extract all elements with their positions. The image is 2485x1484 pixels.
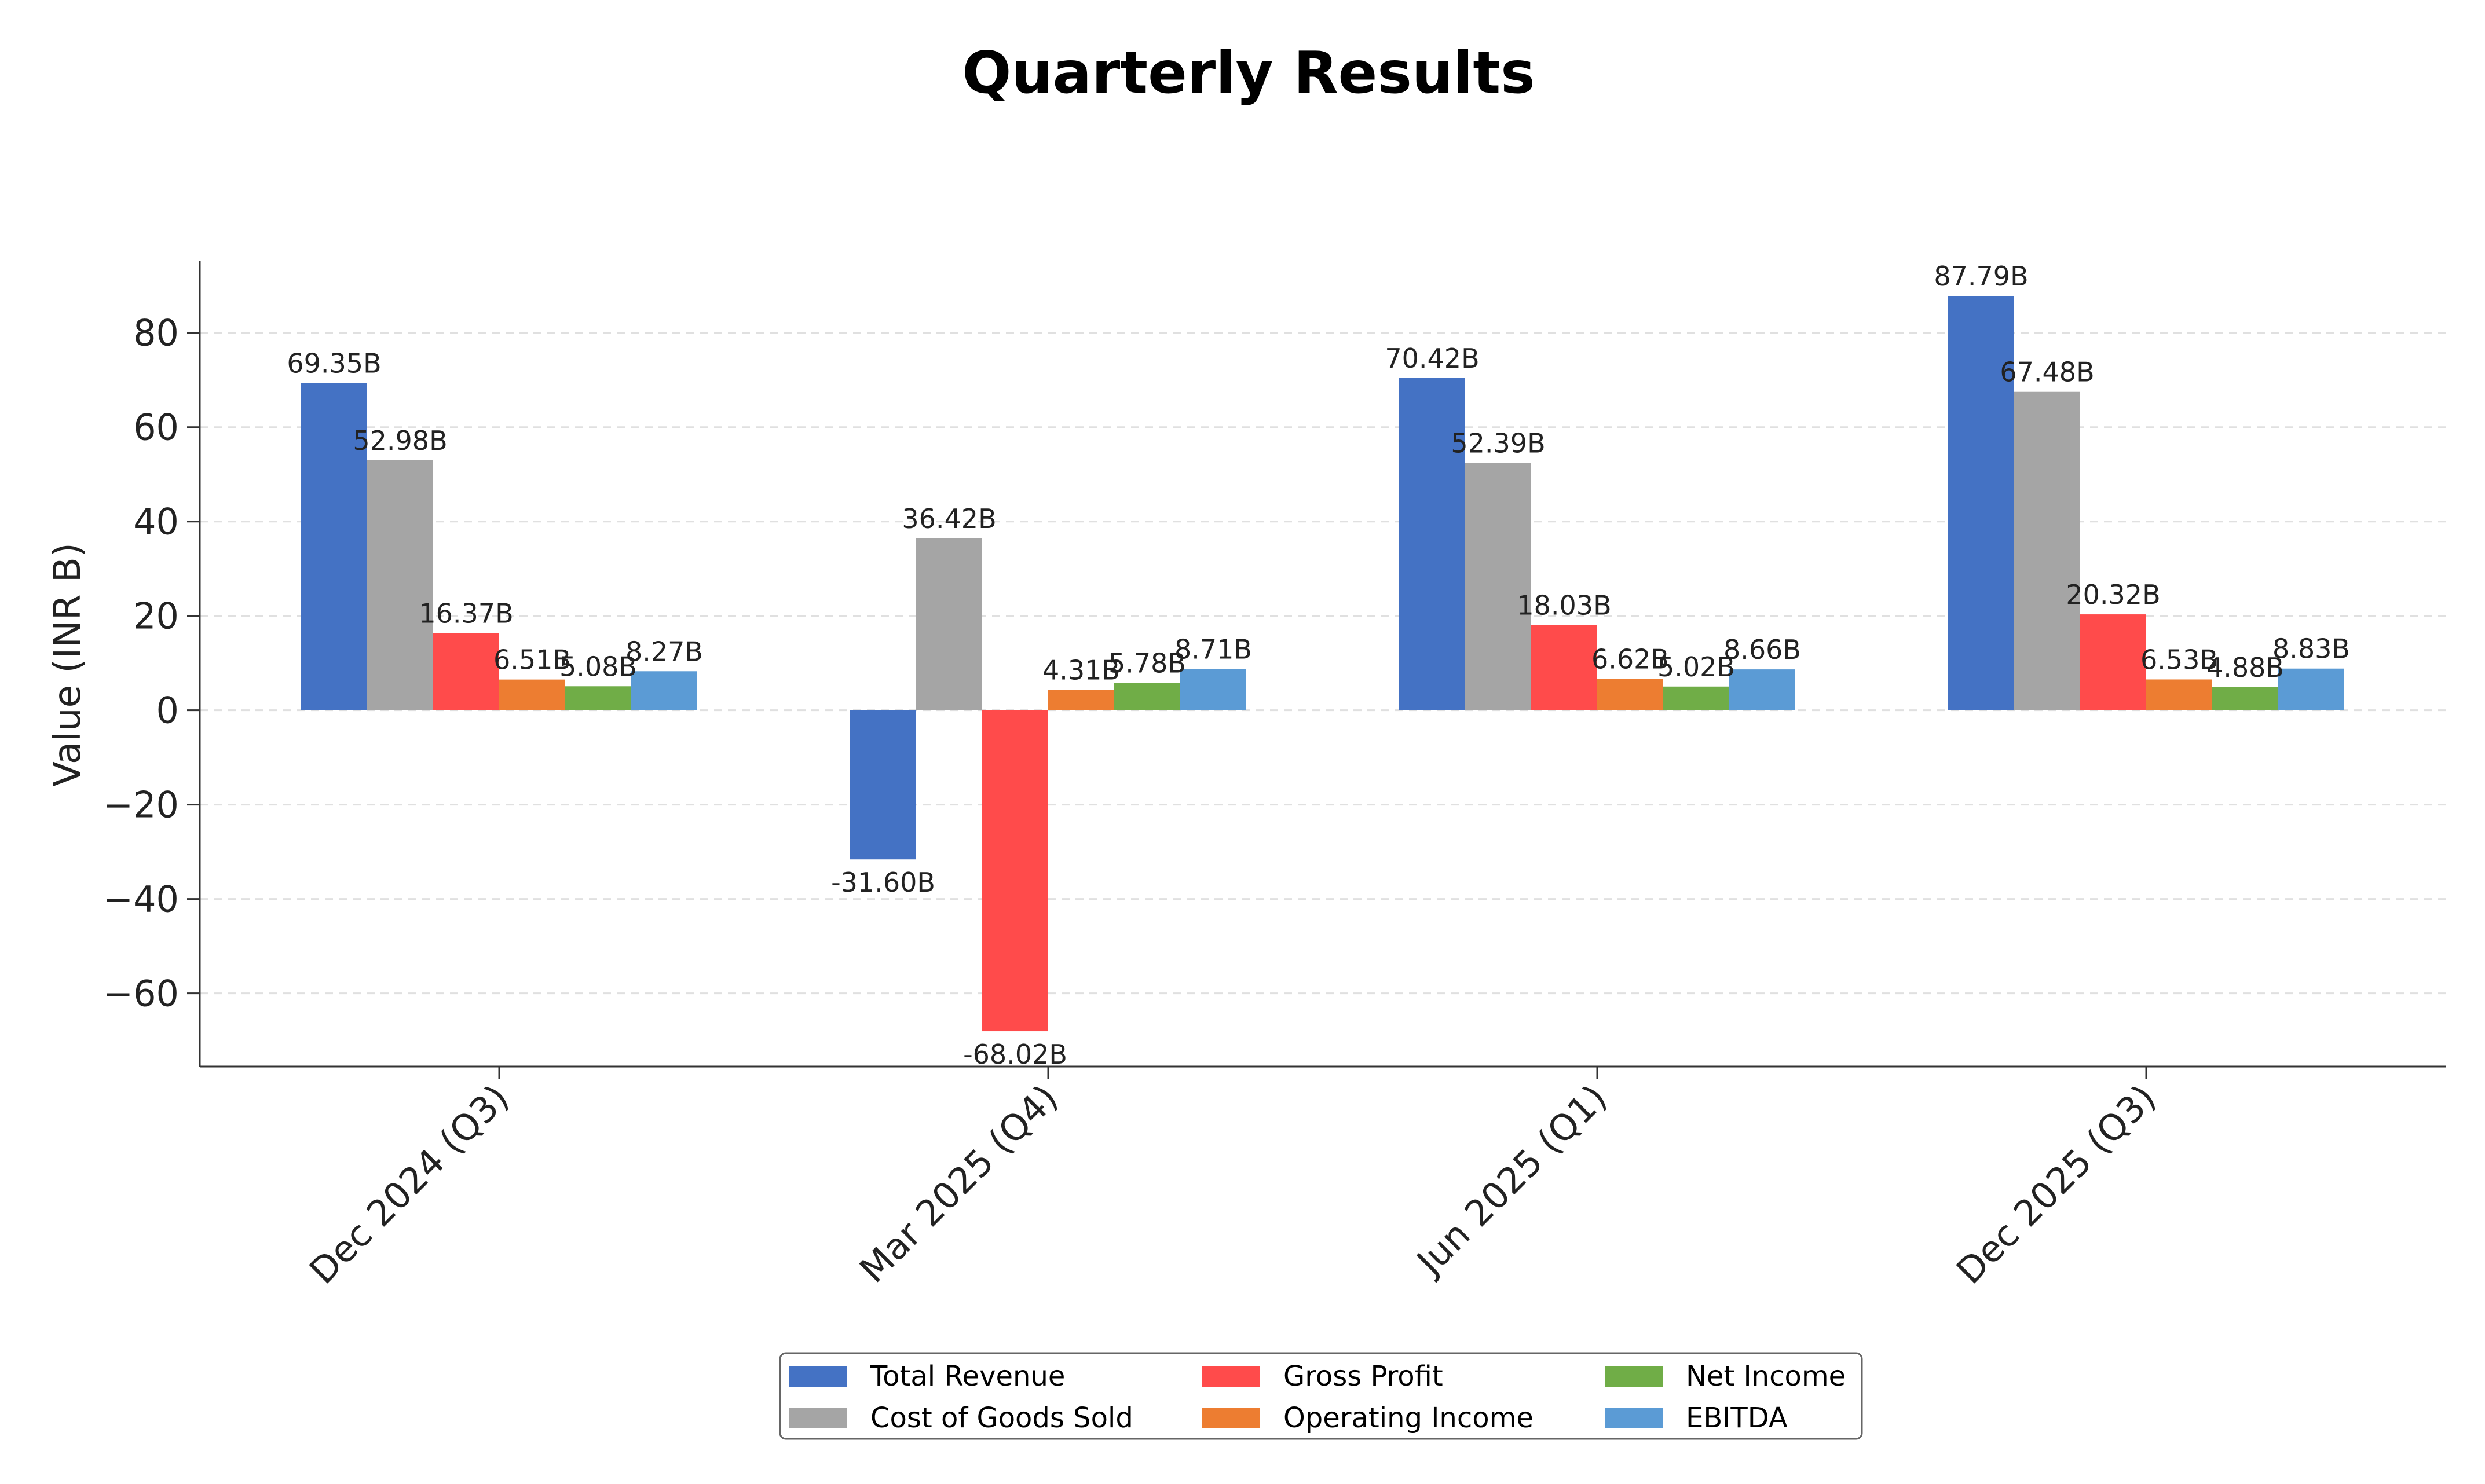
legend-label: EBITDA [1686,1402,1788,1434]
y-tick-label: 60 [133,406,179,449]
bar-value-label: 6.53B [2140,644,2218,675]
bar-value-label: 18.03B [1517,590,1611,621]
bar [2014,391,2080,710]
legend-swatch [1202,1366,1260,1387]
bar [1465,463,1531,710]
x-tick-label: Dec 2024 (Q3) [301,1076,517,1292]
axes: −60 −40 −20 0 20 40 60 80 Dec 2024 (Q3) Mar 2025 … [103,261,2446,1292]
bar [850,710,916,860]
legend-label: Operating Income [1283,1402,1534,1434]
bar [1114,683,1180,710]
y-tick-label: 40 [133,501,179,543]
bar-value-label: 8.83B [2272,633,2350,665]
legend-label: Gross Profit [1283,1360,1443,1393]
bar-value-label: 69.35B [287,347,381,379]
y-tick-label: −20 [103,784,179,826]
bar [1597,679,1663,710]
legend-label: Total Revenue [870,1360,1065,1393]
x-tick-label: Jun 2025 (Q1) [1407,1076,1615,1284]
bar [565,686,631,710]
legend-label: Cost of Goods Sold [870,1402,1133,1434]
bar [1180,669,1246,710]
legend-box [779,1352,1863,1440]
bar-value-label: 5.08B [559,651,637,682]
bar-value-label: 67.48B [2000,357,2094,388]
bar [1663,686,1729,710]
bar [631,671,697,710]
legend-label: Net Income [1686,1360,1846,1393]
y-tick-label: −60 [103,973,179,1015]
bar-value-label: 70.42B [1385,343,1479,374]
bar [2146,679,2212,710]
legend-swatch [1605,1366,1663,1387]
legend: Total Revenue Cost of Goods Sold Gross Pro… [779,1352,1863,1440]
bar-value-label: -68.02B [963,1039,1067,1070]
bar [499,679,565,710]
chart-title: Quarterly Results [962,39,1535,107]
bar [916,538,982,710]
y-tick-label: 0 [156,690,179,732]
legend-swatch [789,1408,847,1428]
bar-value-label: 4.88B [2206,652,2284,683]
bar-value-label: 52.98B [353,425,447,456]
y-axis-label: Value (INR B) [46,543,89,787]
bar-value-label: 4.31B [1042,655,1120,686]
bar-value-label: -31.60B [831,867,935,898]
bar-value-label: 16.37B [419,598,513,629]
bar-value-label: 5.02B [1657,651,1735,683]
bar-value-label: 5.78B [1108,648,1186,679]
bar [1729,669,1795,710]
bar [982,710,1048,1032]
bar [2080,614,2146,710]
bar-value-label: 8.66B [1723,634,1801,665]
bar [367,460,433,710]
x-tick-label: Mar 2025 (Q4) [851,1076,1066,1291]
bar-value-label: 52.39B [1451,428,1545,459]
bar-value-label: 8.71B [1174,634,1252,665]
bar-value-label: 8.27B [625,636,703,667]
bar-value-label: 20.32B [2066,579,2160,610]
x-tick-label: Dec 2025 (Q3) [1948,1076,2164,1292]
y-tick-label: 80 [133,312,179,354]
legend-swatch [1202,1408,1260,1428]
bar [1948,296,2014,710]
bar [2278,668,2344,710]
bar [1531,625,1597,710]
bar-value-label: 6.62B [1591,644,1669,675]
bar-value-label: 6.51B [493,644,571,676]
bars [301,296,2344,1032]
legend-swatch [1605,1408,1663,1428]
bar-value-label: 87.79B [1934,261,2028,292]
bar [1399,378,1465,710]
bar [2212,687,2278,710]
data-labels: 69.35B -31.60B 70.42B 87.79B 52.98B 36.42B 52.… [287,261,2350,1070]
bar [1048,690,1114,710]
legend-swatch [789,1366,847,1387]
y-tick-label: 20 [133,595,179,637]
bar-value-label: 36.42B [902,503,996,534]
y-tick-label: −40 [103,878,179,921]
bar [433,633,499,710]
bar [301,383,367,710]
